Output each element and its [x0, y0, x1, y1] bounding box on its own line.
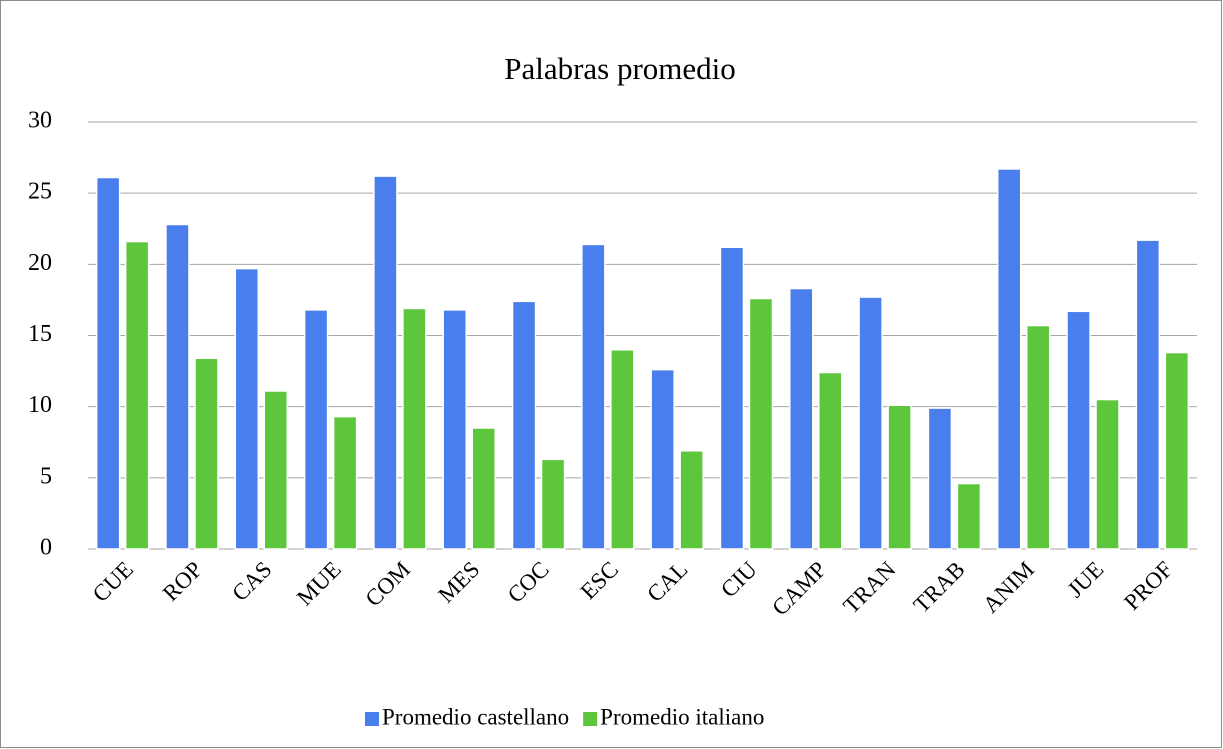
y-tick-label: 0 — [40, 535, 52, 561]
bar — [165, 223, 190, 550]
bar — [719, 246, 745, 550]
bar — [818, 371, 843, 550]
bar — [858, 296, 883, 550]
bar — [442, 309, 467, 550]
bar — [1164, 351, 1190, 550]
bar — [95, 176, 121, 550]
bar — [373, 175, 398, 550]
bar — [996, 168, 1022, 550]
bar — [679, 450, 704, 550]
bar — [1135, 239, 1161, 550]
legend-label: Promedio italiano — [600, 704, 764, 729]
bar — [1066, 310, 1091, 550]
bar — [540, 458, 566, 550]
y-tick-label: 25 — [28, 179, 52, 205]
y-tick-label: 30 — [28, 108, 52, 134]
bar — [124, 240, 150, 550]
y-tick-label: 10 — [28, 392, 52, 418]
bar — [471, 427, 496, 550]
bar — [610, 348, 635, 550]
chart-title: Palabras promedio — [504, 51, 736, 86]
bar — [1095, 398, 1120, 550]
bar — [927, 407, 953, 550]
bar — [887, 404, 912, 550]
bar — [956, 482, 982, 550]
bar — [789, 287, 814, 550]
bar — [748, 297, 774, 550]
bar — [263, 390, 289, 550]
bar — [1025, 324, 1051, 550]
bar — [581, 243, 606, 550]
y-tick-label: 5 — [40, 463, 52, 489]
legend-swatch — [583, 712, 598, 726]
bar — [234, 267, 260, 550]
legend-label: Promedio castellano — [382, 704, 569, 729]
bar — [303, 309, 329, 550]
bar — [650, 368, 675, 550]
bar — [402, 307, 427, 550]
bar — [511, 300, 537, 550]
bar — [194, 357, 219, 550]
y-tick-label: 15 — [28, 321, 52, 347]
bar — [332, 415, 358, 550]
y-tick-label: 20 — [28, 250, 52, 276]
legend-swatch — [365, 712, 379, 726]
